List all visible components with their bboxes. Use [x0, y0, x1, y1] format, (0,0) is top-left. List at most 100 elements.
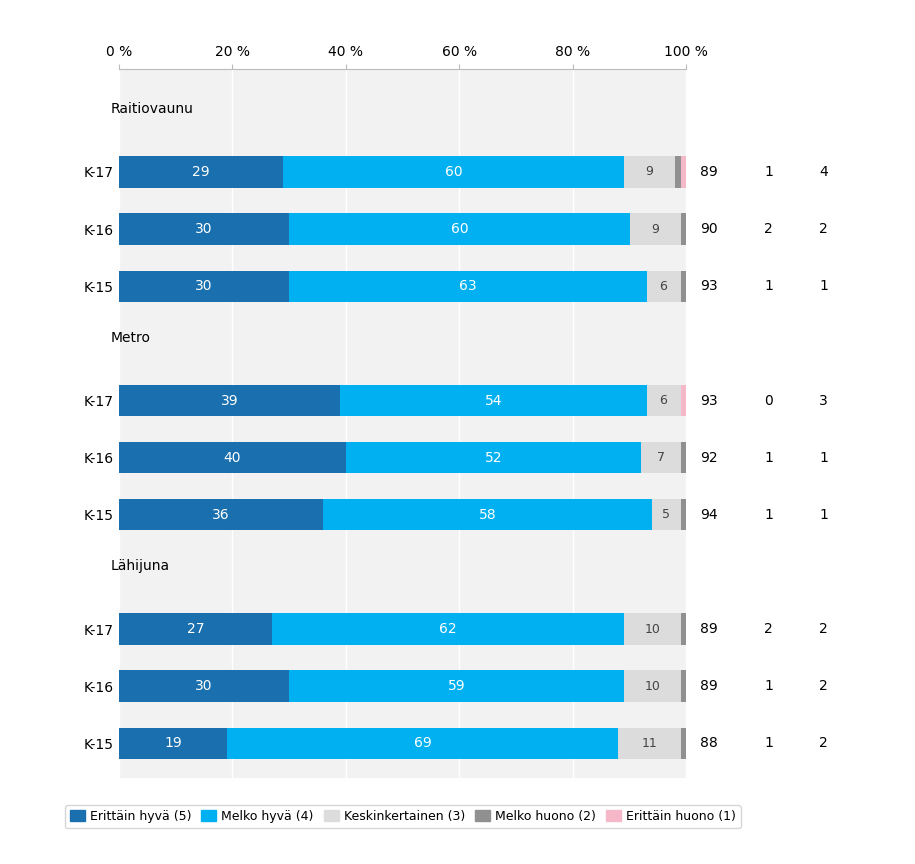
- Bar: [346, 442, 640, 473]
- Bar: [681, 727, 686, 759]
- Bar: [652, 499, 681, 530]
- Bar: [686, 270, 692, 302]
- Text: 1: 1: [819, 279, 828, 293]
- Text: 6: 6: [660, 280, 668, 293]
- Text: 9: 9: [645, 166, 653, 179]
- Text: 29: 29: [192, 165, 210, 179]
- Bar: [681, 670, 686, 702]
- Text: 1: 1: [819, 451, 828, 465]
- Text: 30: 30: [195, 222, 213, 236]
- Bar: [681, 613, 692, 645]
- Bar: [624, 613, 681, 645]
- Bar: [686, 727, 697, 759]
- Bar: [272, 613, 624, 645]
- Bar: [675, 156, 681, 187]
- Text: 59: 59: [447, 679, 466, 693]
- Text: 6: 6: [660, 394, 668, 407]
- Text: 1: 1: [764, 736, 773, 750]
- Text: 2: 2: [819, 222, 828, 236]
- Bar: [289, 670, 624, 702]
- Text: 94: 94: [700, 508, 718, 522]
- Bar: [647, 270, 681, 302]
- Text: 7: 7: [657, 451, 664, 464]
- Bar: [686, 499, 692, 530]
- Text: 92: 92: [700, 451, 718, 465]
- Legend: Erittäin hyvä (5), Melko hyvä (4), Keskinkertainen (3), Melko huono (2), Erittäi: Erittäin hyvä (5), Melko hyvä (4), Keski…: [65, 805, 740, 828]
- Text: 11: 11: [641, 737, 657, 750]
- Text: 10: 10: [644, 623, 660, 636]
- Bar: [681, 213, 692, 245]
- Text: Metro: Metro: [111, 331, 150, 345]
- Text: 1: 1: [764, 165, 773, 179]
- Text: 36: 36: [212, 508, 230, 522]
- Text: 60: 60: [450, 222, 468, 236]
- Text: 5: 5: [662, 508, 671, 521]
- Text: 52: 52: [485, 451, 502, 465]
- Text: 1: 1: [819, 508, 828, 522]
- Bar: [289, 270, 647, 302]
- Text: 2: 2: [764, 622, 773, 636]
- Bar: [692, 613, 704, 645]
- Bar: [681, 442, 686, 473]
- Bar: [119, 499, 323, 530]
- Text: 58: 58: [479, 508, 497, 522]
- Text: 9: 9: [651, 223, 659, 236]
- Text: 1: 1: [764, 508, 773, 522]
- Text: 90: 90: [700, 222, 718, 236]
- Bar: [681, 499, 686, 530]
- Text: 2: 2: [764, 222, 773, 236]
- Bar: [119, 384, 340, 416]
- Bar: [686, 442, 692, 473]
- Text: 3: 3: [819, 393, 828, 408]
- Bar: [119, 613, 272, 645]
- Text: 0: 0: [764, 393, 773, 408]
- Bar: [289, 213, 630, 245]
- Text: 10: 10: [644, 680, 660, 693]
- Bar: [681, 156, 704, 187]
- Bar: [227, 727, 619, 759]
- Text: 89: 89: [700, 679, 718, 693]
- Text: 4: 4: [819, 165, 828, 179]
- Bar: [119, 270, 289, 302]
- Text: 40: 40: [223, 451, 242, 465]
- Bar: [119, 442, 346, 473]
- Bar: [619, 727, 681, 759]
- Bar: [624, 670, 681, 702]
- Text: 27: 27: [187, 622, 204, 636]
- Text: 63: 63: [459, 279, 477, 293]
- Text: 2: 2: [819, 679, 828, 693]
- Bar: [119, 670, 289, 702]
- Bar: [640, 442, 681, 473]
- Bar: [681, 270, 686, 302]
- Text: 69: 69: [414, 736, 431, 750]
- Bar: [340, 384, 647, 416]
- Bar: [686, 670, 697, 702]
- Text: 1: 1: [764, 279, 773, 293]
- Text: 1: 1: [764, 451, 773, 465]
- Text: 54: 54: [485, 393, 502, 408]
- Bar: [284, 156, 624, 187]
- Text: 89: 89: [700, 622, 718, 636]
- Text: 89: 89: [700, 165, 718, 179]
- Text: Lähijuna: Lähijuna: [111, 559, 169, 573]
- Bar: [119, 213, 289, 245]
- Text: 60: 60: [445, 165, 462, 179]
- Text: 2: 2: [819, 622, 828, 636]
- Text: 88: 88: [700, 736, 718, 750]
- Bar: [624, 156, 675, 187]
- Bar: [630, 213, 681, 245]
- Bar: [692, 213, 704, 245]
- Text: 39: 39: [221, 393, 239, 408]
- Text: Raitiovaunu: Raitiovaunu: [111, 102, 193, 116]
- Text: 62: 62: [439, 622, 457, 636]
- Text: 30: 30: [195, 679, 213, 693]
- Bar: [681, 384, 697, 416]
- Bar: [647, 384, 681, 416]
- Bar: [119, 727, 227, 759]
- Text: 30: 30: [195, 279, 213, 293]
- Text: 19: 19: [164, 736, 182, 750]
- Text: 2: 2: [819, 736, 828, 750]
- Text: 1: 1: [764, 679, 773, 693]
- Text: 93: 93: [700, 393, 718, 408]
- Text: 93: 93: [700, 279, 718, 293]
